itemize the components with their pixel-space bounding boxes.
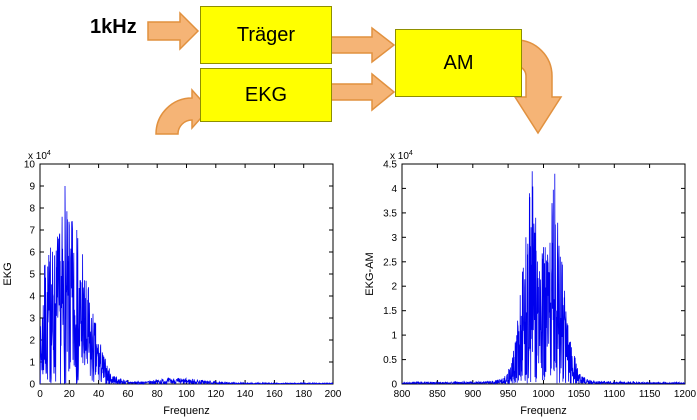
block-ekg: EKG xyxy=(200,68,332,122)
svg-text:9: 9 xyxy=(29,182,35,193)
svg-text:0: 0 xyxy=(29,380,35,391)
svg-text:120: 120 xyxy=(207,389,224,400)
svg-text:2.5: 2.5 xyxy=(383,257,397,268)
svg-text:20: 20 xyxy=(64,389,76,400)
svg-text:1200: 1200 xyxy=(674,389,697,400)
svg-text:3: 3 xyxy=(391,233,397,244)
svg-text:8: 8 xyxy=(29,204,35,215)
ekg-feed-curved-arrow-icon xyxy=(155,88,211,135)
ekg-am-spectrum-plot: 800 850 900 950 1000 1050 1100 1150 1200 0 0.5 1 1.5… xyxy=(364,150,697,417)
svg-text:EKG: EKG xyxy=(2,262,14,285)
block-traeger-label: Träger xyxy=(236,23,296,46)
chart-ekg-spectrum: 0 20 40 60 80 100 120 140 160 180 200 0 1 2 3 4 5 6 7 8 9 10 x… xyxy=(0,150,345,420)
svg-text:160: 160 xyxy=(266,389,283,400)
svg-text:850: 850 xyxy=(429,389,446,400)
svg-text:100: 100 xyxy=(178,389,195,400)
ekg-spectrum-plot: 0 20 40 60 80 100 120 140 160 180 200 0 1 2 3 4 5 6 7 8 9 10x… xyxy=(2,150,342,417)
chart-ekg-am-spectrum: 800 850 900 950 1000 1050 1100 1150 1200 0 0.5 1 1.5… xyxy=(362,150,697,420)
svg-text:140: 140 xyxy=(237,389,254,400)
svg-text:950: 950 xyxy=(500,389,517,400)
svg-text:4.5: 4.5 xyxy=(383,160,397,171)
svg-text:0.5: 0.5 xyxy=(383,355,397,366)
svg-text:1000: 1000 xyxy=(532,389,555,400)
ekg-to-am-arrow-icon xyxy=(325,72,396,112)
svg-text:200: 200 xyxy=(325,389,342,400)
svg-text:1100: 1100 xyxy=(604,389,626,400)
svg-text:1: 1 xyxy=(391,331,397,342)
svg-text:800: 800 xyxy=(394,389,411,400)
svg-text:1.5: 1.5 xyxy=(383,306,397,317)
svg-text:2: 2 xyxy=(391,282,397,293)
svg-text:x 104: x 104 xyxy=(28,150,51,162)
svg-text:5: 5 xyxy=(29,270,35,281)
block-traeger: Träger xyxy=(200,6,332,64)
block-ekg-label: EKG xyxy=(244,83,288,106)
svg-text:1: 1 xyxy=(29,358,35,369)
svg-text:40: 40 xyxy=(93,389,105,400)
diagram-arrows-layer xyxy=(147,11,563,135)
svg-text:2: 2 xyxy=(29,336,35,347)
svg-text:180: 180 xyxy=(295,389,312,400)
svg-text:10: 10 xyxy=(24,160,36,171)
svg-text:EKG-AM: EKG-AM xyxy=(364,252,376,295)
carrier-frequency-label: 1kHz xyxy=(90,16,137,38)
svg-text:Frequenz: Frequenz xyxy=(520,405,566,417)
svg-text:4: 4 xyxy=(391,184,397,195)
am-output-curved-arrow-icon xyxy=(513,39,563,135)
svg-text:3.5: 3.5 xyxy=(383,208,397,219)
svg-text:x 104: x 104 xyxy=(390,150,413,162)
svg-text:1150: 1150 xyxy=(639,389,661,400)
svg-text:1050: 1050 xyxy=(568,389,591,400)
svg-text:900: 900 xyxy=(464,389,481,400)
svg-text:0: 0 xyxy=(37,389,43,400)
block-am: AM xyxy=(395,29,522,97)
carrier-input-arrow-icon xyxy=(147,11,200,51)
svg-text:4: 4 xyxy=(29,292,35,303)
svg-text:3: 3 xyxy=(29,314,35,325)
svg-text:80: 80 xyxy=(152,389,164,400)
svg-text:7: 7 xyxy=(29,226,35,237)
svg-text:6: 6 xyxy=(29,248,35,259)
traeger-to-am-arrow-icon xyxy=(325,26,396,64)
svg-text:0: 0 xyxy=(391,380,397,391)
block-am-label: AM xyxy=(443,51,474,74)
svg-text:Frequenz: Frequenz xyxy=(163,405,209,417)
svg-text:60: 60 xyxy=(122,389,134,400)
